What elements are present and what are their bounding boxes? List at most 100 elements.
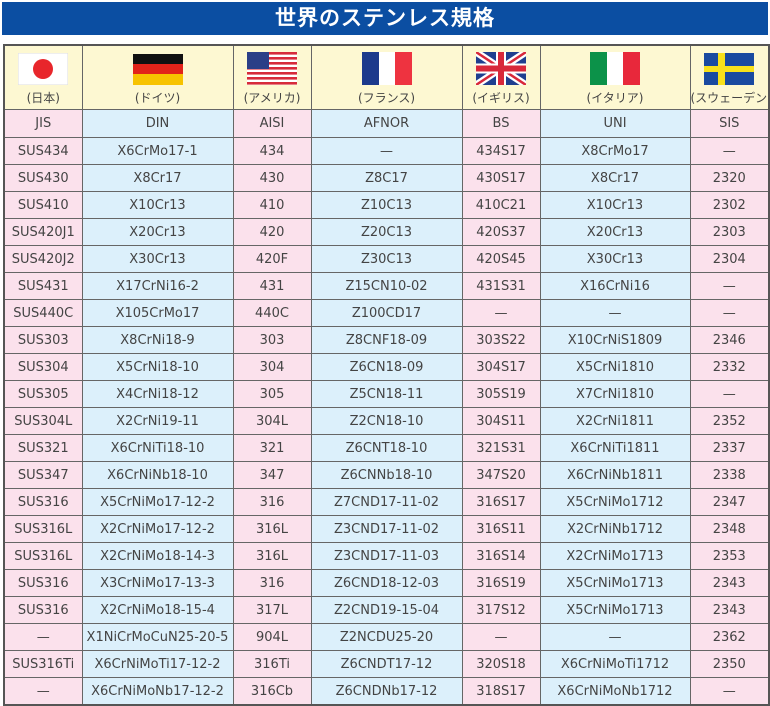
- table-cell: 431: [232, 272, 312, 300]
- table-cell: X30Cr13: [81, 245, 234, 273]
- table-cell: X20Cr13: [539, 218, 691, 246]
- table-cell: Z6CNDT17-12: [310, 650, 463, 678]
- table-cell: SUS316: [3, 569, 83, 597]
- table-cell: —: [689, 677, 770, 706]
- table-cell: SUS316Ti: [3, 650, 83, 678]
- table-cell: X5CrNiMo1712: [539, 488, 691, 516]
- japan-flag-icon: [5, 53, 81, 85]
- table-cell: X5CrNiMo1713: [539, 596, 691, 624]
- table-cell: 347S20: [461, 461, 541, 489]
- table-cell: 316S19: [461, 569, 541, 597]
- table-row: SUS316L X2CrNiMo18-14-3 316L Z3CND17-11-03 3…: [3, 542, 770, 570]
- table-row: SUS304L X2CrNi19-11 304L Z2CN18-10 304S11 X2C…: [3, 407, 770, 435]
- table-cell: 420S37: [461, 218, 541, 246]
- table-cell: 317S12: [461, 596, 541, 624]
- table-row: SUS434 X6CrMo17-1 434—434S17 X8CrMo17—: [3, 137, 770, 165]
- country-name: (フランス): [357, 91, 416, 105]
- table-cell: SUS304L: [3, 407, 83, 435]
- table-cell: X8CrMo17: [539, 137, 691, 165]
- table-cell: —: [689, 380, 770, 408]
- table-cell: 316L: [232, 515, 312, 543]
- uk-flag-icon: [463, 52, 539, 85]
- table-cell: —: [461, 623, 541, 651]
- table-cell: 2353: [689, 542, 770, 570]
- table-cell: SUS434: [3, 137, 83, 165]
- table-cell: X10Cr13: [539, 191, 691, 219]
- table-cell: X6CrNiNb1811: [539, 461, 691, 489]
- table-cell: Z3CND17-11-03: [310, 542, 463, 570]
- table-cell: —: [310, 137, 463, 165]
- table-cell: X10CrNiS1809: [539, 326, 691, 354]
- table-cell: X6CrNiMoNb17-12-2: [81, 677, 234, 706]
- standard-header: AFNOR: [310, 109, 463, 138]
- table-row: SUS316 X2CrNiMo18-15-4 317L Z2CND19-15-04 31…: [3, 596, 770, 624]
- table-cell: X8CrNi18-9: [81, 326, 234, 354]
- table-cell: —: [539, 299, 691, 327]
- table-cell: SUS321: [3, 434, 83, 462]
- table-cell: X6CrNiNb18-10: [81, 461, 234, 489]
- table-cell: SUS316: [3, 488, 83, 516]
- table-row: SUS316 X5CrNiMo17-12-2 316 Z7CND17-11-02 316…: [3, 488, 770, 516]
- table-cell: X5CrNiMo1713: [539, 569, 691, 597]
- table-cell: 2343: [689, 569, 770, 597]
- table-row: SUS347 X6CrNiNb18-10 347 Z6CNNb18-10 347S20 X…: [3, 461, 770, 489]
- table-cell: 420S45: [461, 245, 541, 273]
- table-cell: Z8CNF18-09: [310, 326, 463, 354]
- table-cell: 2343: [689, 596, 770, 624]
- table-row: SUS321 X6CrNiTi18-10 321 Z6CNT18-10 321S31 X6…: [3, 434, 770, 462]
- table-cell: 431S31: [461, 272, 541, 300]
- standard-header: UNI: [539, 109, 691, 138]
- table-cell: SUS420J1: [3, 218, 83, 246]
- table-row: SUS430 X8Cr17 430 Z8C17 430S17 X8Cr17 2320: [3, 164, 770, 192]
- table-cell: X105CrMo17: [81, 299, 234, 327]
- table-cell: —: [539, 623, 691, 651]
- table-cell: Z20C13: [310, 218, 463, 246]
- table-row: SUS431 X17CrNi16-2 431 Z15CN10-02 431S31 X16C…: [3, 272, 770, 300]
- table-cell: 410: [232, 191, 312, 219]
- table-cell: X2CrNiMo17-12-2: [81, 515, 234, 543]
- standard-header: DIN: [81, 109, 234, 138]
- country-row: (日本) (ドイツ) (アメリカ) (フランス) (イギリス) (イタリア) (スウェーデン…: [3, 44, 770, 110]
- country-cell: (アメリカ): [232, 44, 312, 110]
- table-cell: SUS431: [3, 272, 83, 300]
- table-row: SUS304 X5CrNi18-10 304 Z6CN18-09 304S17 X5CrN…: [3, 353, 770, 381]
- table-cell: 304S11: [461, 407, 541, 435]
- table-cell: Z6CNNb18-10: [310, 461, 463, 489]
- table-cell: X17CrNi16-2: [81, 272, 234, 300]
- table-cell: 2337: [689, 434, 770, 462]
- table-cell: X10Cr13: [81, 191, 234, 219]
- country-cell: (イタリア): [539, 44, 691, 110]
- table-cell: X6CrNiMoTi1712: [539, 650, 691, 678]
- france-flag-icon: [312, 52, 461, 85]
- table-cell: 305S19: [461, 380, 541, 408]
- table-cell: 430S17: [461, 164, 541, 192]
- table-cell: 321: [232, 434, 312, 462]
- table-cell: X20Cr13: [81, 218, 234, 246]
- table-cell: SUS304: [3, 353, 83, 381]
- table-cell: X2CrNiMo18-15-4: [81, 596, 234, 624]
- table-cell: —: [461, 299, 541, 327]
- table-cell: —: [3, 623, 83, 651]
- table-cell: 318S17: [461, 677, 541, 706]
- table-cell: 316S17: [461, 488, 541, 516]
- table-cell: Z6CNT18-10: [310, 434, 463, 462]
- table-cell: 420: [232, 218, 312, 246]
- table-cell: 410C21: [461, 191, 541, 219]
- page-title: 世界のステンレス規格: [2, 2, 768, 35]
- table-cell: X5CrNiMo17-12-2: [81, 488, 234, 516]
- country-name: (ドイツ): [134, 91, 181, 105]
- table-cell: 305: [232, 380, 312, 408]
- table-cell: 440C: [232, 299, 312, 327]
- table-cell: 2347: [689, 488, 770, 516]
- table-cell: 2362: [689, 623, 770, 651]
- table-cell: 316Cb: [232, 677, 312, 706]
- table-cell: Z2CN18-10: [310, 407, 463, 435]
- table-cell: 303S22: [461, 326, 541, 354]
- table-cell: 316S14: [461, 542, 541, 570]
- table-cell: Z8C17: [310, 164, 463, 192]
- table-cell: 904L: [232, 623, 312, 651]
- table-cell: 2352: [689, 407, 770, 435]
- table-cell: 434S17: [461, 137, 541, 165]
- country-cell: (フランス): [310, 44, 463, 110]
- country-name: (アメリカ): [243, 91, 301, 105]
